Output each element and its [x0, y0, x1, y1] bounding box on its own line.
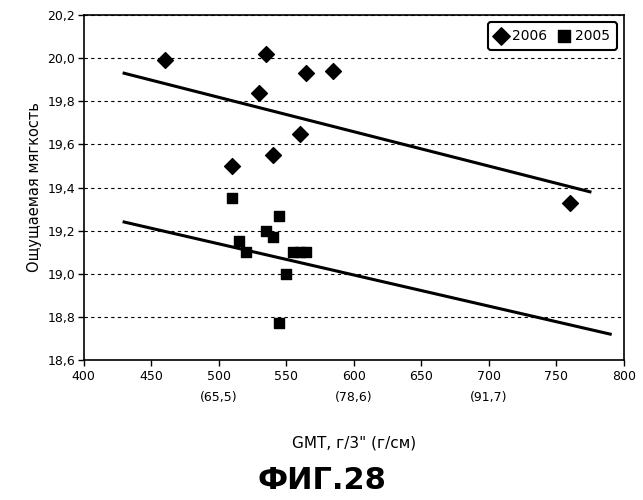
2005 [261, 226, 271, 234]
Text: (78,6): (78,6) [335, 390, 372, 404]
Text: GMT, г/3" (г/см): GMT, г/3" (г/см) [291, 435, 416, 450]
Text: (91,7): (91,7) [470, 390, 507, 404]
2006 [254, 88, 264, 96]
2005 [275, 212, 285, 220]
2005 [294, 248, 305, 256]
2006 [329, 67, 339, 75]
2006 [565, 198, 575, 206]
2005 [302, 248, 312, 256]
2006 [302, 69, 312, 77]
2005 [227, 194, 237, 202]
2005 [267, 233, 278, 241]
2006 [227, 162, 237, 170]
2006 [159, 56, 170, 64]
2005 [281, 270, 291, 278]
2005 [288, 248, 298, 256]
2005 [234, 238, 244, 246]
2006 [294, 130, 305, 138]
Text: (65,5): (65,5) [200, 390, 237, 404]
2006 [261, 50, 271, 58]
2005 [275, 320, 285, 328]
Y-axis label: Ощущаемая мягкость: Ощущаемая мягкость [27, 102, 42, 272]
Legend: 2006, 2005: 2006, 2005 [488, 22, 617, 50]
Text: ФИГ.28: ФИГ.28 [257, 466, 386, 495]
2006 [267, 151, 278, 159]
2005 [240, 248, 251, 256]
